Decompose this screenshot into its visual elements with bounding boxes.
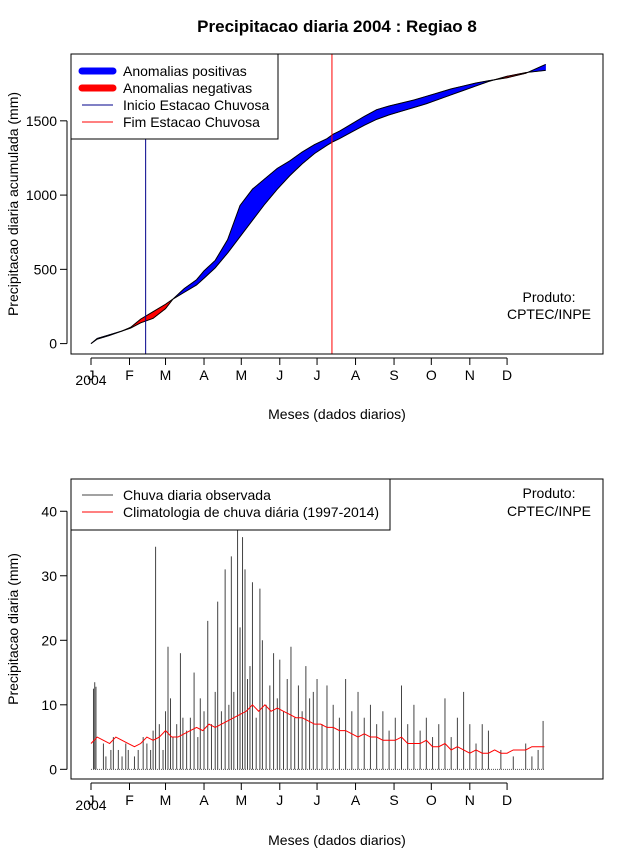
legend-climatology-label: Climatologia de chuva diária (1997-2014) [123, 504, 379, 520]
chart1-plot-frame [70, 53, 604, 355]
chart1-credit-line2: CPTEC/INPE [507, 306, 591, 322]
x-tick-label: N [465, 367, 475, 383]
x-tick-label: M [160, 367, 172, 383]
chart1-title: Precipitacao diaria 2004 : Regiao 8 [197, 17, 477, 36]
x-tick-label: J [88, 367, 95, 383]
climatology-line [90, 704, 545, 754]
y-tick-label: 30 [41, 568, 57, 584]
chart1-credit-line1: Produto: [523, 289, 576, 305]
chart2-legend: Chuva diaria observada Climatologia de c… [70, 478, 391, 531]
x-tick-label: M [235, 367, 247, 383]
x-tick-label: A [199, 367, 209, 383]
y-tick-label: 20 [41, 632, 57, 648]
x-tick-label: D [502, 367, 512, 383]
x-tick-label: M [160, 792, 172, 808]
chart1-y-axis-label: Precipitacao diaria acumulada (mm) [5, 92, 21, 316]
chart2-year-label: 2004 [75, 797, 106, 813]
x-tick-label: A [351, 792, 361, 808]
y-tick-label: 1000 [26, 187, 57, 203]
y-tick-label: 0 [49, 336, 57, 352]
legend-negative-label: Anomalias negativas [123, 80, 252, 96]
x-tick-label: A [351, 367, 361, 383]
x-tick-label: N [465, 792, 475, 808]
chart2-y-axis-label: Precipitacao diaria (mm) [5, 553, 21, 705]
chart2-legend-box [70, 478, 391, 531]
chart1-curves [90, 63, 546, 345]
chart2-y-axis: 0 10 20 30 40 [41, 503, 68, 777]
x-tick-label: D [502, 792, 512, 808]
chart2-credit-line2: CPTEC/INPE [507, 503, 591, 519]
chart2-observed-bars [91, 524, 545, 770]
chart1-x-axis-label: Meses (dados diarios) [268, 406, 406, 422]
y-tick-label: 40 [41, 503, 57, 519]
chart1-year-label: 2004 [75, 372, 106, 388]
x-tick-label: O [426, 792, 437, 808]
x-tick-label: J [276, 367, 283, 383]
legend-onset-label: Inicio Estacao Chuvosa [123, 97, 270, 113]
chart2-credit-line1: Produto: [523, 485, 576, 501]
climatology-cumulative-line [90, 69, 546, 345]
x-tick-label: J [276, 792, 283, 808]
x-tick-label: J [314, 367, 321, 383]
chart2-x-axis-label: Meses (dados diarios) [268, 832, 406, 848]
legend-positive-label: Anomalias positivas [123, 63, 247, 79]
x-tick-label: J [88, 792, 95, 808]
chart1-legend: Anomalias positivas Anomalias negativas … [70, 53, 279, 140]
x-tick-label: S [389, 367, 398, 383]
x-tick-label: F [125, 792, 134, 808]
x-tick-label: O [426, 367, 437, 383]
legend-observed-label: Chuva diaria observada [123, 487, 271, 503]
legend-end-label: Fim Estacao Chuvosa [123, 114, 260, 130]
x-tick-label: F [125, 367, 134, 383]
y-tick-label: 0 [49, 761, 57, 777]
y-tick-label: 10 [41, 697, 57, 713]
y-tick-label: 500 [34, 261, 58, 277]
x-tick-label: A [199, 792, 209, 808]
y-tick-label: 1500 [26, 113, 57, 129]
x-tick-label: S [389, 792, 398, 808]
observed-cumulative-line [90, 63, 546, 344]
chart2-climatology [90, 704, 545, 754]
chart1-y-axis: 0 500 1000 1500 [26, 113, 68, 352]
x-tick-label: M [235, 792, 247, 808]
x-tick-label: J [314, 792, 321, 808]
